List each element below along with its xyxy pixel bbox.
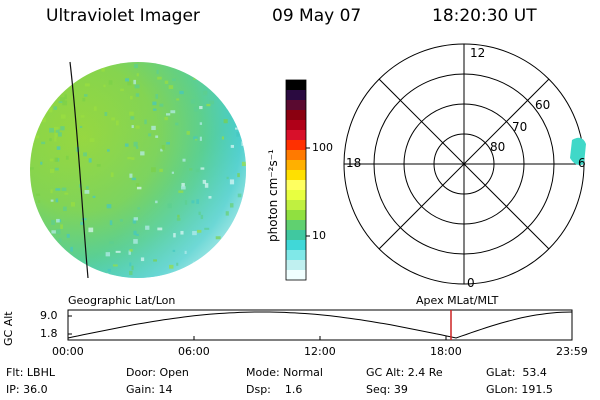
- lat-label-60: 60: [535, 98, 551, 112]
- terminator-line: [69, 61, 89, 279]
- colorbar: [286, 80, 306, 281]
- polar-plot: [343, 43, 586, 285]
- info-mode: Mode: Normal: [246, 366, 323, 379]
- colorbar-segment: [286, 240, 306, 251]
- mlt-label-12: 12: [470, 46, 486, 60]
- info-ip: IP: 36.0: [6, 383, 48, 396]
- noise-speckle: [30, 62, 246, 278]
- colorbar-segment: [286, 190, 306, 201]
- timeline-ytick-low: 1.8: [40, 327, 58, 340]
- colorbar-segment: [286, 270, 306, 281]
- timeline-plot: [67, 309, 573, 341]
- uv-disk: [30, 61, 246, 279]
- colorbar-tick-10: 10: [312, 229, 326, 242]
- colorbar-segment: [286, 130, 306, 141]
- mlt-label-6: 6: [578, 156, 586, 170]
- colorbar-segment: [286, 200, 306, 211]
- time-label: 18:20:30 UT: [432, 6, 537, 26]
- colorbar-segment: [286, 120, 306, 131]
- timeline-xtick-1800: 18:00: [430, 345, 462, 358]
- info-dsp: Dsp: 1.6: [246, 383, 303, 396]
- timeline-axis-name: GC Alt: [2, 311, 15, 346]
- aurora-patch: [570, 137, 586, 166]
- timeline-xtick-1200: 12:00: [304, 345, 336, 358]
- colorbar-tick-100: 100: [312, 141, 333, 154]
- info-seq: Seq: 39: [366, 383, 408, 396]
- instrument-title: Ultraviolet Imager: [46, 6, 200, 26]
- colorbar-segment: [286, 230, 306, 241]
- colorbar-segment: [286, 220, 306, 231]
- timeline-xtick-0000: 00:00: [52, 345, 84, 358]
- timeline-xtick-0600: 06:00: [178, 345, 210, 358]
- timeline-left-title: Geographic Lat/Lon: [68, 294, 176, 307]
- lat-label-80: 80: [490, 140, 506, 154]
- info-door: Door: Open: [126, 366, 189, 379]
- mlt-label-0: 0: [467, 276, 475, 290]
- colorbar-segment: [286, 180, 306, 191]
- timeline-right-title: Apex MLat/MLT: [416, 294, 499, 307]
- colorbar-segment: [286, 260, 306, 271]
- colorbar-segment: [286, 90, 306, 101]
- colorbar-segment: [286, 210, 306, 221]
- colorbar-segment: [286, 80, 306, 91]
- colorbar-segment: [286, 250, 306, 261]
- info-gain: Gain: 14: [126, 383, 173, 396]
- altitude-curve: [67, 311, 573, 339]
- lat-label-70: 70: [512, 120, 528, 134]
- info-gcalt: GC Alt: 2.4 Re: [366, 366, 443, 379]
- colorbar-segment: [286, 100, 306, 111]
- colorbar-segment: [286, 140, 306, 151]
- colorbar-segment: [286, 150, 306, 161]
- colorbar-segment: [286, 160, 306, 171]
- info-flt: Flt: LBHL: [6, 366, 55, 379]
- date-label: 09 May 07: [272, 6, 362, 26]
- timeline-xtick-2359: 23:59: [556, 345, 588, 358]
- colorbar-segment: [286, 110, 306, 121]
- colorbar-unit-label: photon cm⁻²s⁻¹: [266, 149, 280, 242]
- timeline-ytick-high: 9.0: [40, 309, 58, 322]
- info-glon: GLon: 191.5: [486, 383, 553, 396]
- info-glat: GLat: 53.4: [486, 366, 547, 379]
- mlt-label-18: 18: [346, 156, 362, 170]
- colorbar-segment: [286, 170, 306, 181]
